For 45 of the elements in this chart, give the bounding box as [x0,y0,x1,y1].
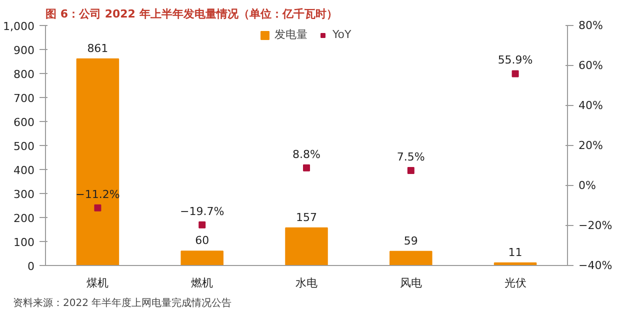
y-tick-label: 500 [14,140,35,153]
y-tick-label: 0 [28,260,34,273]
x-tick-label: 水电 [296,276,318,290]
y-tick-label: 900 [14,44,35,57]
point [198,221,206,228]
x-tick-label: 光伏 [504,276,526,290]
point [512,70,519,78]
point [407,167,414,174]
legend-label: 发电量 [274,27,308,42]
data-label: 8.8% [292,148,320,161]
y-tick-label: 800 [14,68,35,81]
chart-title: 图 6：公司 2022 年上半年发电量情况（单位：亿千瓦时） [46,8,338,20]
bar [76,58,120,266]
x-tick-label: 风电 [400,276,422,290]
data-label: 55.9% [498,54,533,67]
y2-tick-label: −40% [578,259,612,272]
data-label: 861 [87,42,108,55]
x-tick-label: 燃机 [191,276,214,290]
y2-tick-label: 80% [578,19,603,32]
data-label: 157 [296,210,317,224]
y-tick-label: 700 [14,92,35,105]
data-label: −19.7% [180,204,224,218]
y2-tick-label: 40% [578,99,603,112]
y-tick-label: 600 [14,116,35,129]
y-tick-label: 100 [14,236,35,249]
bar [285,227,328,266]
point [303,164,310,172]
y2-tick-label: −20% [578,219,612,232]
point [94,204,102,212]
y2-tick-label: 20% [578,139,603,152]
data-label: 11 [508,246,522,259]
y2-tick-label: 0% [578,179,596,192]
legend-label: YoY [332,28,352,41]
y-tick-label: 400 [14,164,35,177]
data-label: 7.5% [396,150,425,164]
y-tick-label: 200 [14,212,35,225]
bar [390,250,432,266]
y-tick-label: 1,000 [3,20,35,33]
x-tick-label: 煤机 [86,276,109,290]
data-label: 60 [195,234,210,248]
text: 资料来源：2022 年半年度上网电量完成情况公告 [13,297,232,311]
data-label: 59 [404,234,418,248]
y2-tick-label: 60% [578,59,603,72]
bar [180,250,224,266]
y-tick-label: 300 [14,188,35,201]
